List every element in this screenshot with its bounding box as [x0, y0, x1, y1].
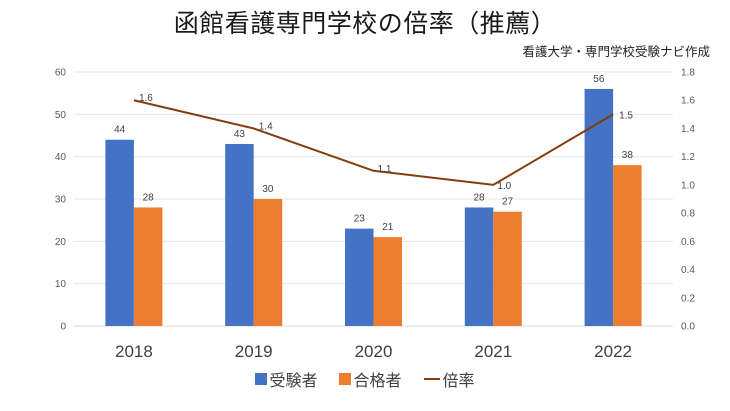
bar-applicants — [464, 207, 494, 326]
legend: 受験者 合格者 倍率 — [0, 367, 730, 391]
category-label: 2020 — [355, 342, 393, 361]
legend-label: 合格者 — [353, 371, 402, 390]
bar-data-label: 30 — [262, 184, 274, 195]
right-tick-label: 0.4 — [681, 265, 695, 276]
left-tick-label: 50 — [55, 110, 67, 121]
data-labels: 44 43 23 28 56 28 30 21 27 38 1.6 1.4 1.1 1.0 1.5 — [114, 74, 633, 233]
category-labels: 2018 2019 2020 2021 2022 — [115, 342, 632, 361]
category-label: 2019 — [235, 342, 273, 361]
right-axis-ticks: 0.0 0.2 0.4 0.6 0.8 1.0 1.2 1.4 1.6 1.8 — [681, 68, 695, 333]
legend-item-passers: 合格者 — [339, 367, 402, 391]
category-label: 2022 — [594, 342, 632, 361]
ratio-data-label: 1.4 — [259, 121, 273, 132]
bar-passers — [253, 199, 283, 326]
right-tick-label: 0.8 — [681, 209, 695, 220]
right-tick-label: 1.2 — [681, 152, 695, 163]
left-tick-label: 30 — [55, 195, 67, 206]
bar-data-label: 56 — [593, 74, 605, 85]
bar-data-label: 28 — [473, 192, 485, 203]
category-label: 2018 — [115, 342, 153, 361]
bar-data-label: 28 — [143, 192, 155, 203]
bar-applicants — [105, 139, 134, 326]
right-tick-label: 1.0 — [681, 180, 695, 191]
bar-applicants — [225, 143, 254, 326]
right-tick-label: 0.6 — [681, 237, 695, 248]
bar-applicants — [584, 88, 614, 326]
right-tick-label: 1.8 — [681, 68, 695, 79]
left-axis-ticks: 0 10 20 30 40 50 60 — [55, 68, 67, 333]
chart-title: 函館看護専門学校の倍率（推薦） — [173, 9, 557, 38]
bars — [105, 88, 642, 326]
legend-label: 倍率 — [442, 371, 475, 390]
legend-label: 受験者 — [269, 371, 318, 390]
bar-data-label: 38 — [622, 150, 634, 161]
legend-square-icon — [255, 373, 268, 385]
right-tick-label: 0.2 — [681, 293, 695, 304]
ratio-data-label: 1.1 — [378, 164, 392, 175]
bar-passers — [613, 165, 642, 326]
right-tick-label: 0.0 — [681, 322, 695, 333]
category-label: 2021 — [474, 342, 512, 361]
bar-data-label: 23 — [354, 214, 366, 225]
bar-passers — [133, 207, 163, 326]
bar-data-label: 43 — [234, 129, 246, 140]
bar-applicants — [345, 228, 374, 326]
bar-data-label: 27 — [502, 197, 514, 208]
ratio-line-group — [133, 99, 614, 186]
legend-item-ratio: 倍率 — [423, 367, 475, 391]
bar-passers — [493, 211, 522, 326]
bar-data-label: 44 — [114, 125, 126, 136]
bar-data-label: 21 — [382, 222, 394, 233]
right-tick-label: 1.4 — [681, 124, 695, 135]
ratio-data-label: 1.5 — [619, 110, 633, 121]
legend-square-icon — [339, 373, 352, 385]
left-tick-label: 20 — [55, 237, 67, 248]
left-tick-label: 0 — [60, 322, 66, 333]
chart-credit: 看護大学・専門学校受験ナビ作成 — [522, 44, 710, 59]
bar-passers — [373, 237, 402, 326]
legend-line-icon — [423, 378, 440, 380]
left-tick-label: 60 — [55, 68, 67, 79]
ratio-data-label: 1.0 — [497, 181, 511, 192]
ratio-data-label: 1.6 — [139, 93, 153, 104]
legend-item-applicants: 受験者 — [255, 367, 317, 391]
left-tick-label: 10 — [55, 279, 67, 290]
left-tick-label: 40 — [55, 152, 67, 163]
right-tick-label: 1.6 — [681, 96, 695, 107]
ratio-line — [133, 99, 614, 186]
